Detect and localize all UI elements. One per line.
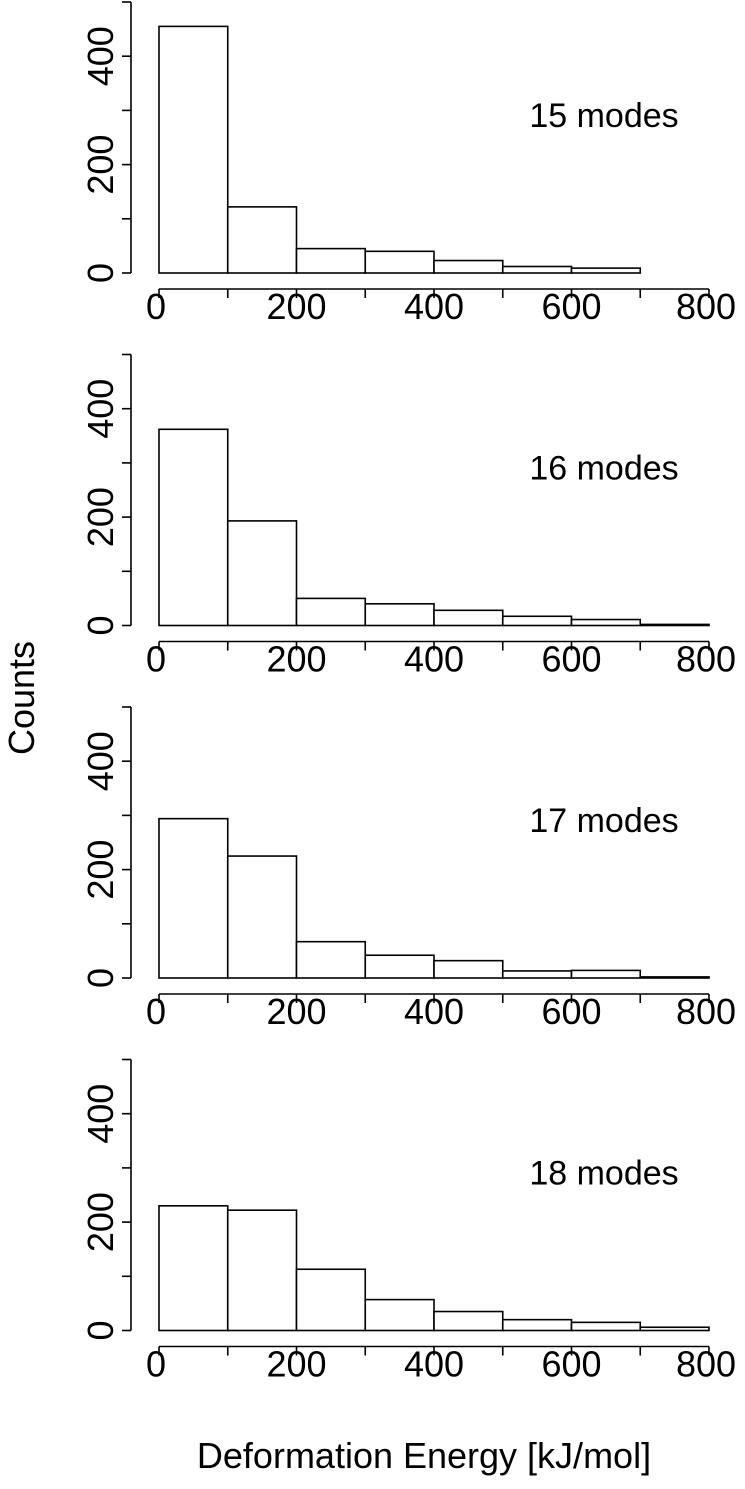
histogram-panel: 0 200 400 0 200 400 600 800 15 modes xyxy=(80,1,736,327)
x-tick-label: 0 xyxy=(146,639,166,680)
histogram-bar xyxy=(501,1318,573,1332)
x-tick-label: 200 xyxy=(266,1344,326,1385)
x-tick-label: 600 xyxy=(541,286,601,327)
x-tick-label: 800 xyxy=(676,991,736,1032)
histogram-bar xyxy=(433,1310,504,1332)
histogram-panel: 0 200 400 0 200 400 600 800 18 modes xyxy=(80,1058,736,1385)
x-tick-label: 400 xyxy=(404,1344,464,1385)
histogram-bar xyxy=(226,520,298,627)
histogram-bar xyxy=(433,259,504,274)
histogram-bar xyxy=(433,959,504,979)
histogram-bar xyxy=(295,1268,367,1332)
x-tick-label: 800 xyxy=(676,286,736,327)
y-tick-label: 0 xyxy=(80,263,121,283)
x-tick-label: 600 xyxy=(541,1344,601,1385)
x-axis-label: Deformation Energy [kJ/mol] xyxy=(197,1435,651,1476)
histogram-bar xyxy=(158,1205,229,1332)
y-tick-label: 200 xyxy=(80,135,121,195)
x-tick-label: 800 xyxy=(676,1344,736,1385)
histogram-bar xyxy=(501,615,573,627)
histogram-bar xyxy=(639,976,710,979)
x-tick-label: 400 xyxy=(404,991,464,1032)
panel-annotation: 15 modes xyxy=(529,97,678,135)
histogram-bar xyxy=(158,428,229,627)
x-tick-label: 200 xyxy=(266,991,326,1032)
y-tick-label: 0 xyxy=(80,968,121,988)
histogram-bar xyxy=(570,969,642,979)
histogram-bar xyxy=(570,1321,642,1332)
x-tick-label: 400 xyxy=(404,639,464,680)
histogram-bar xyxy=(364,1298,435,1332)
x-tick-label: 800 xyxy=(676,639,736,680)
histogram-bar xyxy=(226,1209,298,1332)
histogram-bar xyxy=(570,267,642,274)
x-tick-label: 600 xyxy=(541,639,601,680)
y-tick-label: 400 xyxy=(80,379,121,439)
y-tick-label: 200 xyxy=(80,840,121,900)
histogram-bar xyxy=(639,623,710,627)
x-tick-label: 200 xyxy=(266,286,326,327)
histogram-bar xyxy=(364,250,435,274)
histogram-bar xyxy=(295,940,367,979)
histogram-bar xyxy=(158,817,229,979)
y-tick-label: 400 xyxy=(80,731,121,791)
panel-annotation: 18 modes xyxy=(529,1155,678,1193)
histogram-bar xyxy=(295,597,367,627)
histogram-bar xyxy=(501,970,573,979)
y-tick-label: 400 xyxy=(80,26,121,86)
histogram-bar xyxy=(570,618,642,627)
y-axis-label: Counts xyxy=(1,641,42,755)
x-tick-label: 0 xyxy=(146,1344,166,1385)
histogram-bar xyxy=(501,265,573,274)
histogram-bar xyxy=(364,603,435,627)
histogram-bar xyxy=(364,954,435,979)
x-tick-label: 0 xyxy=(146,991,166,1032)
x-tick-label: 200 xyxy=(266,639,326,680)
x-tick-label: 0 xyxy=(146,286,166,327)
panels: 0 200 400 0 200 400 600 800 15 modes 0 200 400 0 200 4… xyxy=(80,1,736,1385)
histogram-bar xyxy=(158,25,229,274)
panel-annotation: 16 modes xyxy=(529,450,678,488)
histogram-bar xyxy=(639,1326,710,1332)
histogram-bar xyxy=(295,247,367,274)
y-tick-label: 0 xyxy=(80,615,121,635)
y-tick-label: 400 xyxy=(80,1084,121,1144)
histogram-bar xyxy=(226,855,298,979)
y-tick-label: 200 xyxy=(80,487,121,547)
histogram-bar xyxy=(433,609,504,627)
y-tick-label: 0 xyxy=(80,1320,121,1340)
x-tick-label: 600 xyxy=(541,991,601,1032)
histogram-panel: 0 200 400 0 200 400 600 800 17 modes xyxy=(80,706,736,1032)
y-tick-label: 200 xyxy=(80,1192,121,1252)
panel-annotation: 17 modes xyxy=(529,802,678,840)
x-tick-label: 400 xyxy=(404,286,464,327)
histogram-bar xyxy=(226,206,298,274)
histogram-panel: 0 200 400 0 200 400 600 800 16 modes xyxy=(80,353,736,680)
